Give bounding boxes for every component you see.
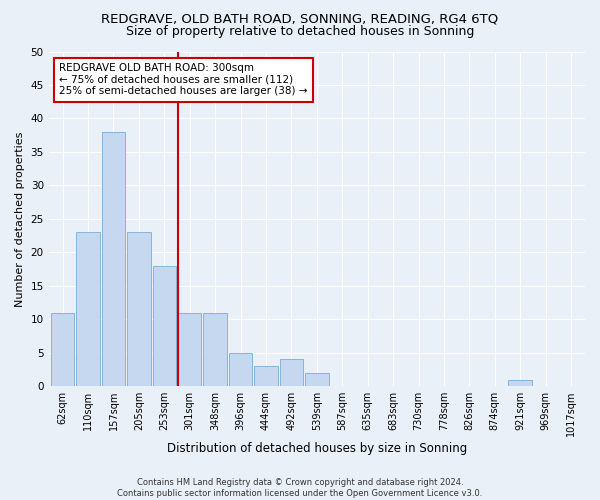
Bar	[254, 366, 278, 386]
Bar	[51, 312, 74, 386]
Bar	[102, 132, 125, 386]
Bar	[76, 232, 100, 386]
Bar	[508, 380, 532, 386]
Bar	[127, 232, 151, 386]
Bar	[280, 360, 303, 386]
Bar	[305, 373, 329, 386]
Bar	[203, 312, 227, 386]
Text: REDGRAVE, OLD BATH ROAD, SONNING, READING, RG4 6TQ: REDGRAVE, OLD BATH ROAD, SONNING, READIN…	[101, 12, 499, 26]
Bar	[229, 352, 252, 386]
Text: Size of property relative to detached houses in Sonning: Size of property relative to detached ho…	[126, 25, 474, 38]
X-axis label: Distribution of detached houses by size in Sonning: Distribution of detached houses by size …	[167, 442, 467, 455]
Bar	[152, 266, 176, 386]
Text: Contains HM Land Registry data © Crown copyright and database right 2024.
Contai: Contains HM Land Registry data © Crown c…	[118, 478, 482, 498]
Y-axis label: Number of detached properties: Number of detached properties	[15, 131, 25, 306]
Bar	[178, 312, 202, 386]
Text: REDGRAVE OLD BATH ROAD: 300sqm
← 75% of detached houses are smaller (112)
25% of: REDGRAVE OLD BATH ROAD: 300sqm ← 75% of …	[59, 63, 308, 96]
